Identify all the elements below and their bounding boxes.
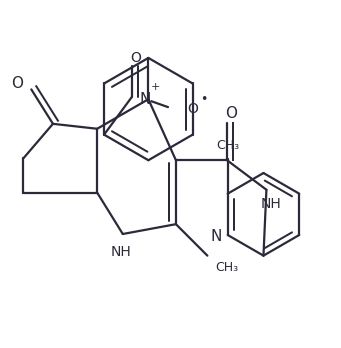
Text: CH₃: CH₃ xyxy=(216,139,239,152)
Text: +: + xyxy=(150,82,160,93)
Text: N: N xyxy=(139,92,151,107)
Text: O: O xyxy=(130,51,141,65)
Text: NH: NH xyxy=(110,245,131,259)
Text: •: • xyxy=(200,93,207,106)
Text: CH₃: CH₃ xyxy=(215,261,238,274)
Text: NH: NH xyxy=(261,197,282,211)
Text: N: N xyxy=(210,229,222,244)
Text: O: O xyxy=(188,102,198,116)
Text: O: O xyxy=(225,105,237,120)
Text: O: O xyxy=(12,76,24,91)
